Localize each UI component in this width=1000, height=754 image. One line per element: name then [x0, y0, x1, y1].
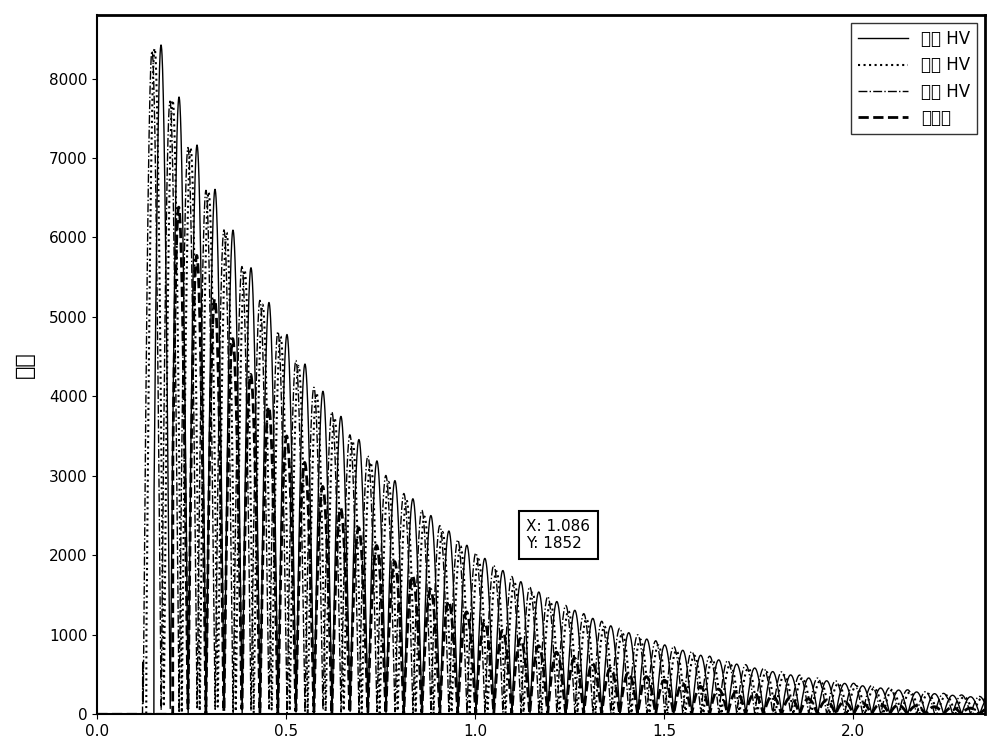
中间 HV: [979, 697, 991, 706]
中间 HV: [253, 601, 265, 610]
中间 HV: [821, 676, 833, 685]
门静脉: [669, 703, 681, 713]
Line: 左侧 HV: 左侧 HV: [97, 48, 985, 714]
左侧 HV: [431, 616, 443, 625]
门静脉: [979, 705, 991, 714]
中间 HV: [624, 630, 636, 639]
门静脉: [91, 710, 103, 719]
左侧 HV: [253, 392, 265, 401]
左侧 HV: [91, 710, 103, 719]
右侧 HV: [253, 306, 265, 315]
左侧 HV: [669, 648, 681, 657]
右侧 HV: [431, 550, 443, 559]
右侧 HV: [979, 700, 991, 709]
右侧 HV: [754, 674, 766, 683]
Line: 门静脉: 门静脉: [97, 207, 985, 714]
门静脉: [754, 697, 766, 706]
右侧 HV: [669, 643, 681, 652]
左侧 HV: [149, 44, 161, 53]
中间 HV: [431, 601, 443, 610]
Line: 右侧 HV: 右侧 HV: [97, 51, 985, 714]
右侧 HV: [821, 706, 833, 716]
门静脉: [624, 670, 636, 679]
左侧 HV: [979, 696, 991, 705]
中间 HV: [754, 681, 766, 690]
右侧 HV: [91, 710, 103, 719]
左侧 HV: [821, 698, 833, 707]
中间 HV: [155, 41, 167, 50]
右侧 HV: [624, 696, 636, 705]
中间 HV: [669, 700, 681, 709]
右侧 HV: [146, 47, 158, 56]
Legend: 中间 HV, 左侧 HV, 右侧 HV, 门静脉: 中间 HV, 左侧 HV, 右侧 HV, 门静脉: [851, 23, 977, 133]
门静脉: [431, 646, 443, 655]
Text: X: 1.086
Y: 1852: X: 1.086 Y: 1852: [526, 519, 590, 551]
门静脉: [253, 642, 265, 651]
门静脉: [821, 696, 833, 705]
Line: 中间 HV: 中间 HV: [97, 45, 985, 714]
中间 HV: [91, 710, 103, 719]
左侧 HV: [624, 688, 636, 697]
门静脉: [173, 203, 185, 212]
Y-axis label: 振幅: 振幅: [15, 351, 35, 378]
左侧 HV: [754, 692, 766, 701]
